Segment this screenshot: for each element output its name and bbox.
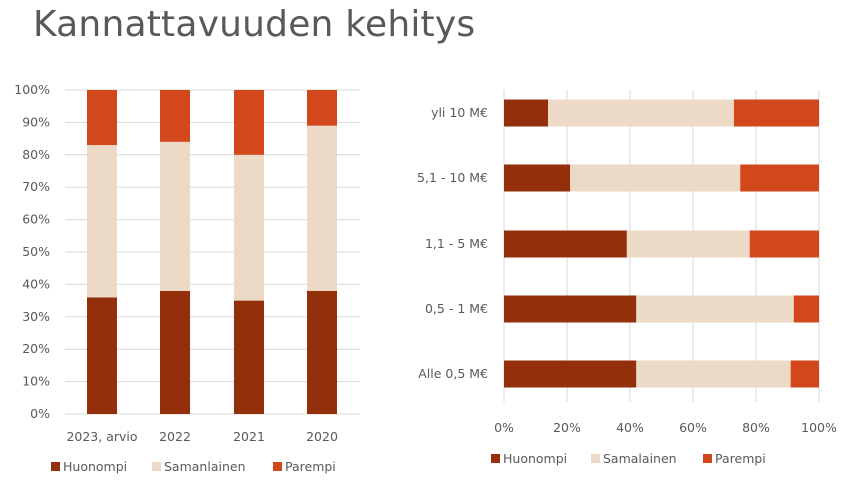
x-tick-label: 2020 bbox=[306, 429, 338, 444]
x-tick-label: 100% bbox=[801, 420, 837, 435]
bar-samanlainen bbox=[307, 125, 337, 291]
y-tick-label: 0,5 - 1 M€ bbox=[425, 301, 488, 316]
y-tick-label: yli 10 M€ bbox=[431, 105, 488, 120]
y-tick-label: 60% bbox=[22, 212, 50, 227]
y-tick-label: 20% bbox=[22, 341, 50, 356]
bar-huonompi bbox=[504, 295, 637, 323]
legend-swatch bbox=[273, 462, 282, 471]
bar-parempi bbox=[307, 90, 337, 126]
bar-huonompi bbox=[87, 297, 117, 414]
bar-samanlainen bbox=[234, 154, 264, 301]
x-tick-label: 60% bbox=[679, 420, 707, 435]
legend-label: Huonompi bbox=[63, 459, 127, 474]
bar-parempi bbox=[790, 360, 819, 388]
legend-swatch bbox=[152, 462, 161, 471]
legend-label: Huonompi bbox=[503, 451, 567, 466]
y-tick-label: 10% bbox=[22, 374, 50, 389]
x-tick-label: 2022 bbox=[159, 429, 191, 444]
bar-parempi bbox=[749, 230, 819, 258]
legend-label: Parempi bbox=[715, 451, 766, 466]
bar-huonompi bbox=[234, 300, 264, 414]
y-tick-label: 0% bbox=[30, 406, 50, 421]
bar-huonompi bbox=[504, 164, 571, 192]
bar-huonompi bbox=[307, 290, 337, 414]
bar-samanlainen bbox=[87, 145, 117, 298]
legend-label: Samanlainen bbox=[164, 459, 246, 474]
x-tick-label: 2021 bbox=[233, 429, 265, 444]
bar-samalainen bbox=[570, 164, 741, 192]
bar-huonompi bbox=[160, 290, 190, 414]
bar-huonompi bbox=[504, 360, 637, 388]
bar-samalainen bbox=[626, 230, 750, 258]
y-tick-label: 30% bbox=[22, 309, 50, 324]
y-tick-label: 100% bbox=[14, 82, 50, 97]
bar-huonompi bbox=[504, 230, 627, 258]
y-tick-label: 5,1 - 10 M€ bbox=[417, 170, 488, 185]
x-tick-label: 0% bbox=[494, 420, 514, 435]
y-tick-label: 90% bbox=[22, 114, 50, 129]
x-tick-label: 80% bbox=[742, 420, 770, 435]
bar-parempi bbox=[87, 90, 117, 146]
x-tick-label: 40% bbox=[616, 420, 644, 435]
bar-samalainen bbox=[636, 360, 791, 388]
legend-label: Parempi bbox=[285, 459, 336, 474]
legend-swatch bbox=[51, 462, 60, 471]
bar-samalainen bbox=[636, 295, 794, 323]
bar-parempi bbox=[740, 164, 819, 192]
y-tick-label: Alle 0,5 M€ bbox=[418, 366, 488, 381]
bar-parempi bbox=[793, 295, 819, 323]
bar-samanlainen bbox=[160, 141, 190, 291]
y-tick-label: 50% bbox=[22, 244, 50, 259]
page-title: Kannattavuuden kehitys bbox=[33, 4, 476, 45]
x-tick-label: 2023, arvio bbox=[66, 429, 137, 444]
y-tick-label: 80% bbox=[22, 147, 50, 162]
bar-parempi bbox=[733, 99, 819, 127]
legend-swatch bbox=[491, 454, 500, 463]
legend-swatch bbox=[703, 454, 712, 463]
bar-huonompi bbox=[504, 99, 549, 127]
legend-swatch bbox=[591, 454, 600, 463]
x-tick-label: 20% bbox=[553, 420, 581, 435]
bar-parempi bbox=[160, 90, 190, 142]
bar-parempi bbox=[234, 90, 264, 155]
bar-samalainen bbox=[548, 99, 734, 127]
y-tick-label: 1,1 - 5 M€ bbox=[425, 236, 488, 251]
y-tick-label: 40% bbox=[22, 276, 50, 291]
y-tick-label: 70% bbox=[22, 179, 50, 194]
legend-label: Samalainen bbox=[603, 451, 677, 466]
